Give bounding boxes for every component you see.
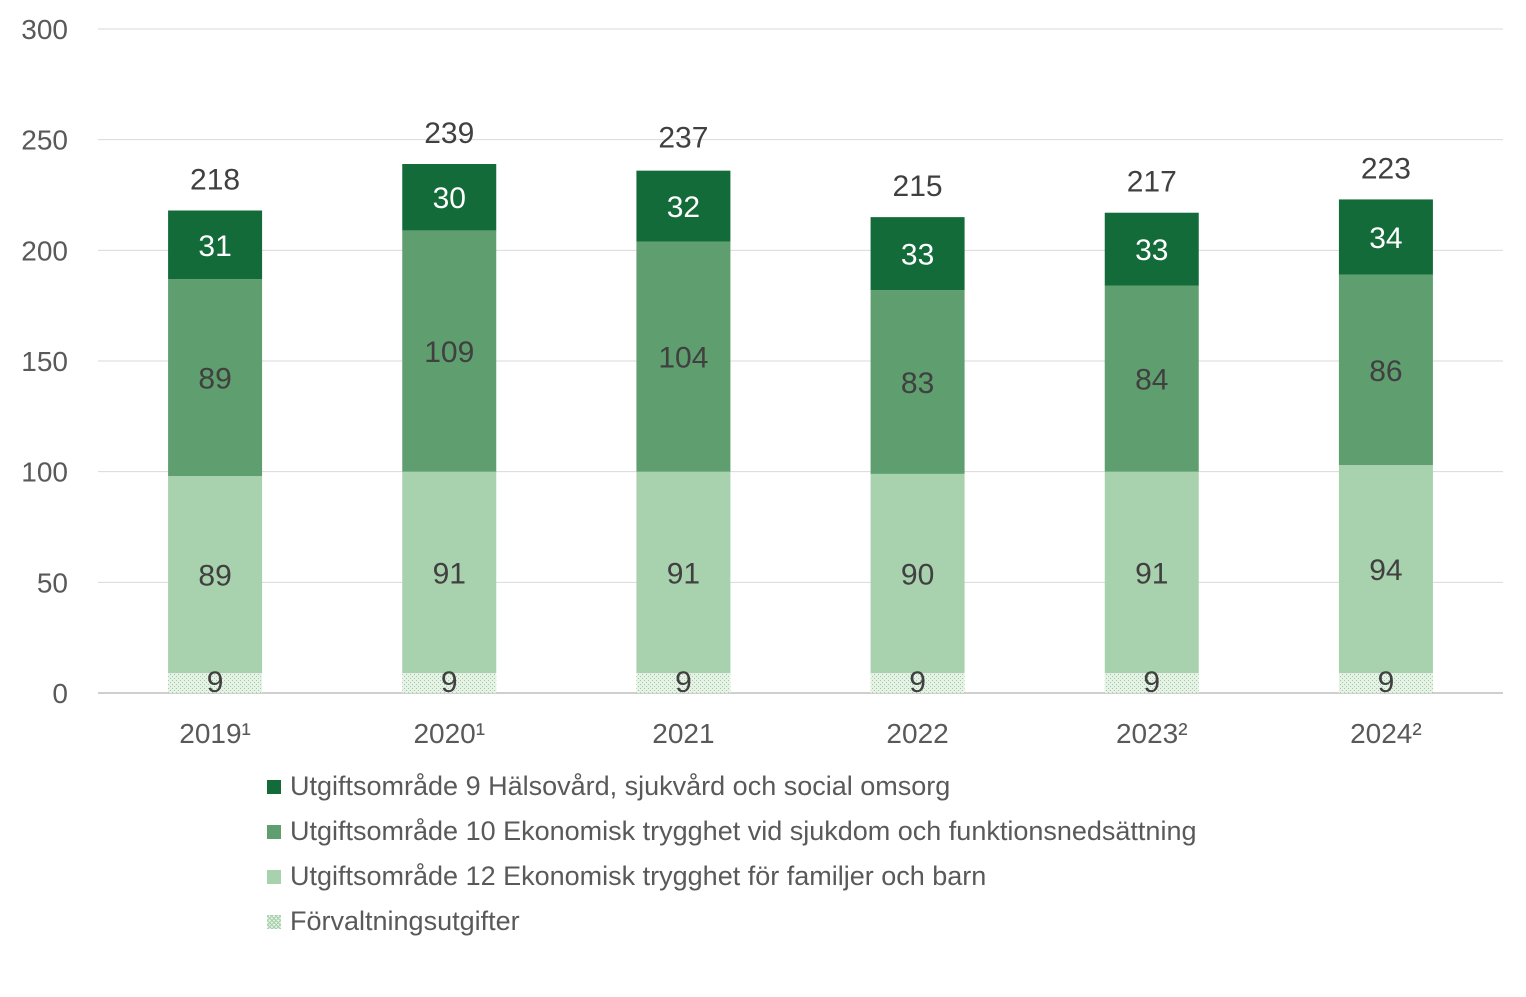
- gridlines: [98, 28, 1503, 694]
- segment-value-label: 9: [909, 666, 926, 699]
- legend-item: Utgiftsområde 9 Hälsovård, sjukvård och …: [267, 764, 1196, 809]
- y-tick-label: 50: [37, 567, 68, 598]
- x-tick-label: 2023²: [1116, 718, 1188, 749]
- legend-swatch: [267, 779, 281, 794]
- bar-segment: [1104, 285, 1199, 472]
- y-tick-label: 300: [21, 14, 68, 45]
- total-value-label: 215: [893, 170, 943, 203]
- y-tick-label: 0: [52, 678, 68, 709]
- bar-segment: [168, 673, 263, 693]
- bar-segment: [402, 230, 497, 472]
- legend-item: Utgiftsområde 10 Ekonomisk trygghet vid …: [267, 809, 1196, 854]
- segment-value-label: 94: [1369, 554, 1402, 587]
- y-axis: 0 50 100 150 200 250 300: [21, 14, 68, 709]
- segment-value-label: 34: [1369, 222, 1402, 255]
- segment-value-label: 30: [433, 182, 466, 215]
- legend-swatch: [267, 824, 281, 839]
- total-value-label: 218: [190, 163, 240, 196]
- x-axis: 2019¹ 2020¹ 2021 2022 2023² 2024²: [179, 718, 1421, 749]
- bar-segment: [168, 476, 263, 674]
- total-value-label: 217: [1127, 166, 1177, 199]
- bar-segment: [1104, 673, 1199, 693]
- segment-value-label: 86: [1369, 355, 1402, 388]
- bar-segment: [402, 673, 497, 693]
- segment-value-label: 90: [901, 558, 934, 591]
- x-tick-label: 2019¹: [179, 718, 251, 749]
- segment-value-label: 9: [1143, 666, 1160, 699]
- bar-segment: [870, 217, 965, 291]
- x-tick-label: 2024²: [1350, 718, 1422, 749]
- segment-value-label: 83: [901, 367, 934, 400]
- bar-segment: [870, 290, 965, 474]
- data-labels: 9 89 89 31 218 9 91 109 30 239 9 91 104 32 237 9 90 83 33 2…: [190, 117, 1411, 699]
- total-value-label: 237: [658, 121, 708, 154]
- bar-segment: [1338, 465, 1433, 674]
- segment-value-label: 9: [675, 666, 692, 699]
- bar-segment: [402, 471, 497, 674]
- total-value-label: 223: [1361, 152, 1411, 185]
- y-tick-label: 100: [21, 457, 68, 488]
- segment-value-label: 89: [198, 363, 231, 396]
- segment-value-label: 91: [1135, 557, 1168, 590]
- segment-value-label: 9: [1378, 666, 1395, 699]
- y-tick-label: 250: [21, 125, 68, 156]
- segment-value-label: 32: [667, 191, 700, 224]
- segment-value-label: 109: [424, 336, 474, 369]
- bar-segment: [870, 473, 965, 674]
- bar-segment: [168, 279, 263, 477]
- segment-value-label: 89: [198, 560, 231, 593]
- legend-item: Förvaltningsutgifter: [267, 899, 1196, 944]
- segment-value-label: 31: [198, 230, 231, 263]
- segment-value-label: 84: [1135, 364, 1168, 397]
- segment-value-label: 104: [658, 342, 708, 375]
- y-tick-label: 200: [21, 235, 68, 266]
- legend-label: Utgiftsområde 10 Ekonomisk trygghet vid …: [290, 816, 1197, 846]
- segment-value-label: 33: [1135, 234, 1168, 267]
- x-tick-label: 2020¹: [413, 718, 485, 749]
- bar-segment: [1104, 471, 1199, 674]
- segment-value-label: 91: [667, 557, 700, 590]
- bar-segment: [636, 170, 731, 242]
- segment-value-label: 9: [207, 666, 224, 699]
- legend-label: Utgiftsområde 9 Hälsovård, sjukvård och …: [290, 771, 951, 801]
- bar-segment: [636, 471, 731, 674]
- bars: [168, 164, 1433, 693]
- bar-segment: [636, 673, 731, 693]
- legend-item: Utgiftsområde 12 Ekonomisk trygghet för …: [267, 854, 1196, 899]
- bar-segment: [168, 210, 263, 280]
- bar-segment: [1104, 212, 1199, 286]
- legend-swatch: [267, 869, 281, 884]
- bar-segment: [870, 673, 965, 693]
- legend-swatch: [267, 914, 281, 929]
- legend-label: Förvaltningsutgifter: [290, 906, 520, 936]
- bar-segment: [1338, 274, 1433, 466]
- segment-value-label: 91: [433, 557, 466, 590]
- x-tick-label: 2022: [886, 718, 948, 749]
- legend: Utgiftsområde 9 Hälsovård, sjukvård och …: [267, 764, 1196, 944]
- segment-value-label: 33: [901, 239, 934, 272]
- legend-label: Utgiftsområde 12 Ekonomisk trygghet för …: [290, 861, 987, 891]
- bar-segment: [1338, 199, 1433, 275]
- bar-segment: [402, 164, 497, 231]
- segment-value-label: 9: [441, 666, 458, 699]
- x-tick-label: 2021: [652, 718, 714, 749]
- bar-segment: [1338, 673, 1433, 693]
- total-value-label: 239: [424, 117, 474, 150]
- y-tick-label: 150: [21, 346, 68, 377]
- bar-segment: [636, 241, 731, 472]
